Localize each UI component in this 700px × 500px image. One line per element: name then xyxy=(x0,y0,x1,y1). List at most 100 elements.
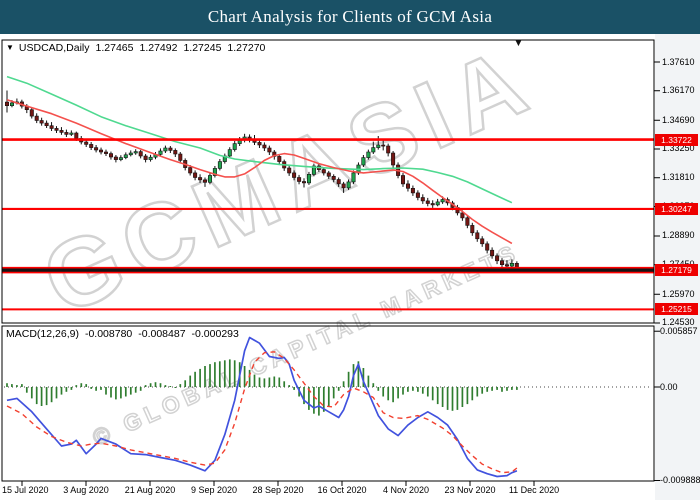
candle-body xyxy=(208,175,213,183)
candle-body xyxy=(495,255,500,262)
candle-body xyxy=(277,156,282,162)
candle-body xyxy=(104,151,109,154)
date-label: 15 Jul 2020 xyxy=(2,485,49,495)
candle-body xyxy=(465,217,470,226)
macd-header: MACD(12,26,9) -0.008780 -0.008487 -0.000293 xyxy=(6,328,245,340)
date-label: 3 Aug 2020 xyxy=(63,485,109,495)
candle-body xyxy=(405,183,410,189)
candle-body xyxy=(391,152,396,166)
candle-body xyxy=(425,200,430,204)
date-label: 16 Oct 2020 xyxy=(317,485,367,495)
price-level-badge: 1.33722 xyxy=(655,133,698,146)
candle-body xyxy=(371,147,376,153)
candle-body xyxy=(435,201,440,206)
candle-body xyxy=(39,120,44,124)
candle-body xyxy=(34,115,39,121)
candle-body xyxy=(29,109,34,117)
macd-pane-border xyxy=(1,325,655,482)
candle-body xyxy=(490,249,495,257)
candle-body xyxy=(113,156,118,160)
candle-body xyxy=(44,122,49,126)
candle-body xyxy=(311,165,316,175)
candle-body xyxy=(326,172,331,177)
price-tick-label: 1.24530 xyxy=(662,317,695,328)
candle-body xyxy=(287,167,292,174)
chevron-down-icon[interactable]: ▼ xyxy=(6,43,14,52)
price-level-badge: 1.25215 xyxy=(655,303,698,316)
candle-body xyxy=(168,147,173,151)
candle-body xyxy=(475,232,480,240)
candle-body xyxy=(54,128,59,131)
candle-body xyxy=(366,151,371,158)
candle-body xyxy=(292,172,297,178)
candle-body xyxy=(148,156,153,160)
macd-signal-value: -0.008487 xyxy=(138,328,186,340)
candle-body xyxy=(198,177,203,181)
price-tick-label: 1.25970 xyxy=(662,288,695,299)
symbol-header: ▼ USDCAD,Daily 1.27465 1.27492 1.27245 1.2727… xyxy=(6,42,271,54)
arrow-down-marker-icon: ▼ xyxy=(513,37,524,49)
date-label: 23 Nov 2020 xyxy=(444,485,496,495)
candle-body xyxy=(470,225,475,234)
candle-body xyxy=(306,174,311,184)
price-tick-label: 1.34690 xyxy=(662,114,695,125)
candle-body xyxy=(509,262,514,267)
candle-body xyxy=(178,153,183,161)
candle-body xyxy=(460,212,465,219)
date-label: 28 Sep 2020 xyxy=(252,485,304,495)
candle-body xyxy=(128,152,133,156)
main-pane-border xyxy=(1,39,655,324)
candle-body xyxy=(64,132,69,135)
candle-body xyxy=(94,147,99,151)
macd-line xyxy=(6,336,518,478)
candle-body xyxy=(410,188,415,194)
quote-close: 1.27270 xyxy=(227,42,266,54)
candle-body xyxy=(89,144,94,148)
macd-tick-label: 0.005857 xyxy=(660,325,698,336)
candle-body xyxy=(69,132,74,135)
macd-value: -0.008780 xyxy=(84,328,133,340)
ma-fast-red-line xyxy=(6,98,513,245)
page-title: Chart Analysis for Clients of GCM Asia xyxy=(207,7,493,26)
date-label: 21 Aug 2020 xyxy=(124,485,176,495)
ma-slow-green-line xyxy=(6,75,513,204)
candle-body xyxy=(74,132,79,139)
candle-body xyxy=(99,149,104,153)
candle-body xyxy=(331,176,336,180)
candle-body xyxy=(430,203,435,206)
price-tick-label: 1.31810 xyxy=(662,172,695,183)
candle-body xyxy=(133,151,138,154)
candle-body xyxy=(346,181,351,189)
candle-body xyxy=(138,151,143,157)
date-label: 9 Sep 2020 xyxy=(190,485,238,495)
candle-body xyxy=(480,238,485,245)
candle-body xyxy=(59,130,64,133)
candle-body xyxy=(485,243,490,251)
candle-body xyxy=(336,179,341,185)
price-level-badge: 1.30247 xyxy=(655,202,698,215)
candle-body xyxy=(227,149,232,157)
candle-body xyxy=(420,197,425,202)
candle-body xyxy=(301,181,306,184)
candle-body xyxy=(257,142,262,146)
candle-body xyxy=(49,125,54,129)
date-label: 11 Dec 2020 xyxy=(508,485,560,495)
candle-body xyxy=(341,183,346,189)
candle-body xyxy=(386,145,391,154)
macd-indicator-title: MACD(12,26,9) xyxy=(6,328,79,340)
candle-body xyxy=(163,147,168,152)
symbol-name: USDCAD,Daily xyxy=(18,42,90,54)
candle-body xyxy=(217,161,222,169)
quote-low: 1.27245 xyxy=(183,42,222,54)
macd-tick-label: -0.009888 xyxy=(660,475,700,485)
price-tick-label: 1.37610 xyxy=(662,56,695,67)
candle-body xyxy=(361,157,366,166)
candle-body xyxy=(415,192,420,198)
candle-body xyxy=(158,150,163,155)
candle-body xyxy=(188,167,193,174)
price-tick-label: 1.33250 xyxy=(662,143,695,154)
candle-body xyxy=(10,102,15,107)
macd-tick-label: 0.00 xyxy=(660,381,678,392)
candle-body xyxy=(499,260,504,266)
